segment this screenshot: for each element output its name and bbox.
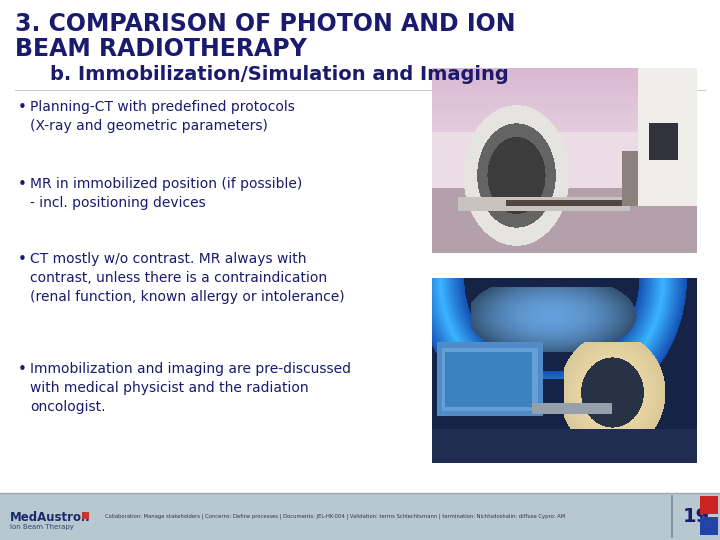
Text: MR in immobilized position (if possible)
- incl. positioning devices: MR in immobilized position (if possible)…: [30, 177, 302, 210]
Text: MedAustron: MedAustron: [10, 511, 91, 524]
Text: b. Immobilization/Simulation and Imaging: b. Immobilization/Simulation and Imaging: [50, 65, 509, 84]
Bar: [700, 517, 718, 535]
Text: Collaboration: Manage stakeholders | Concerns: Define processes | Documents: JEL: Collaboration: Manage stakeholders | Con…: [105, 513, 565, 518]
Text: Planning-CT with predefined protocols
(X-ray and geometric parameters): Planning-CT with predefined protocols (X…: [30, 100, 295, 133]
Text: Immobilization and imaging are pre-discussed
with medical physicist and the radi: Immobilization and imaging are pre-discu…: [30, 362, 351, 414]
Text: •: •: [18, 252, 27, 267]
Text: 3. COMPARISON OF PHOTON AND ION: 3. COMPARISON OF PHOTON AND ION: [15, 12, 516, 36]
Bar: [0, 493, 720, 540]
Bar: [700, 496, 718, 514]
Bar: [82, 512, 89, 519]
Text: •: •: [18, 177, 27, 192]
Text: CT mostly w/o contrast. MR always with
contrast, unless there is a contraindicat: CT mostly w/o contrast. MR always with c…: [30, 252, 345, 304]
Text: •: •: [18, 362, 27, 377]
Text: Ion Beam Therapy: Ion Beam Therapy: [10, 524, 74, 530]
Text: 19: 19: [683, 507, 710, 526]
Text: •: •: [18, 100, 27, 115]
Text: BEAM RADIOTHERAPY: BEAM RADIOTHERAPY: [15, 37, 307, 61]
